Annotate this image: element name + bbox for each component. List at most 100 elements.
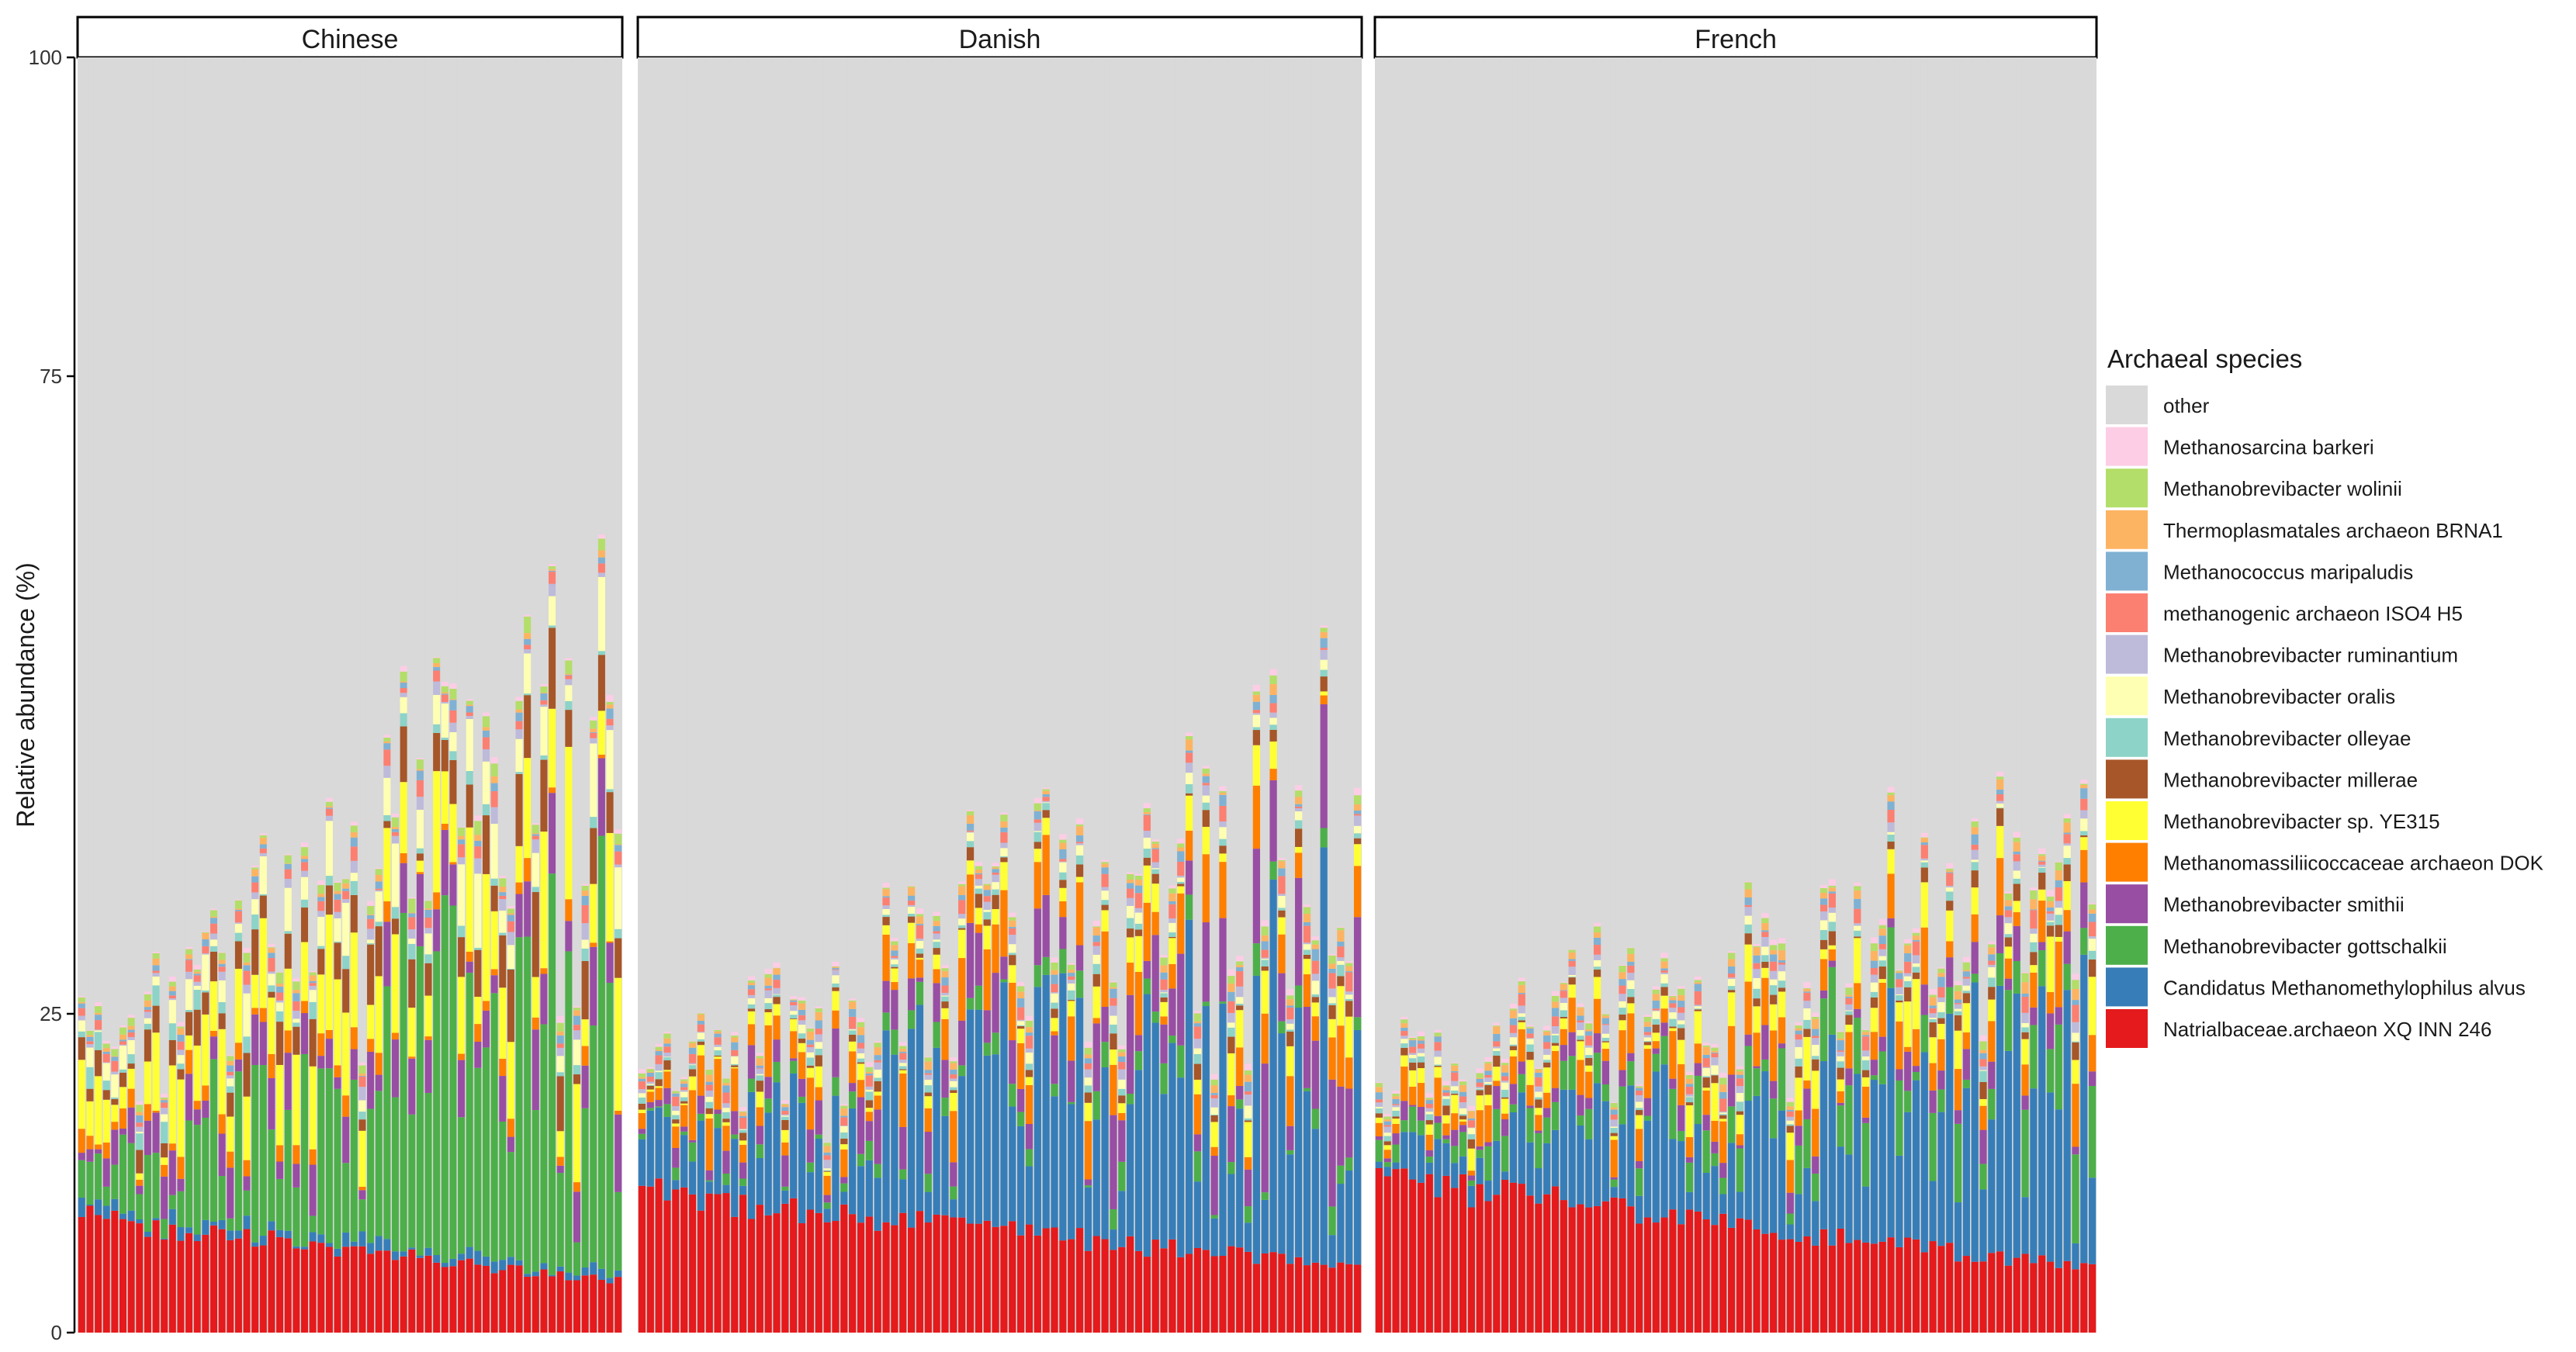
bar-segment-natrialbaceae-archaeon-xq-inn-246 (358, 1246, 366, 1333)
sample-bar (1303, 57, 1311, 1333)
bar-segment-thermoplasmatales-archaeon-brna1 (1075, 826, 1084, 835)
bar-segment-methanobrevibacter-millerae (1920, 867, 1928, 883)
bar-segment-methanobrevibacter-millerae (549, 628, 556, 709)
bar-segment-methanobrevibacter-smithii (317, 1056, 325, 1069)
bar-segment-methanobrevibacter-olleyae (358, 1112, 366, 1120)
bar-segment-methanobrevibacter-sp-ye315 (933, 954, 940, 970)
bar-segment-methanogenic-archaeon-iso4-h5 (924, 1073, 932, 1075)
bar-segment-candidatus-methanomethylophilus-alvus (933, 1047, 940, 1215)
bar-segment-methanosarcina-barkeri (1042, 787, 1050, 790)
bar-segment-natrialbaceae-archaeon-xq-inn-246 (185, 1233, 193, 1333)
sample-bar (1193, 57, 1202, 1333)
bar-segment-methanobrevibacter-olleyae (1484, 1084, 1492, 1086)
sample-bar (1845, 57, 1853, 1333)
bar-segment-methanobrevibacter-millerae (1303, 954, 1311, 960)
bar-segment-methanobrevibacter-olleyae (2063, 858, 2071, 865)
bar-segment-methanobrevibacter-millerae (1337, 976, 1345, 987)
bar-segment-methanomassiliicoccaceae-archaeon-dok (408, 1056, 416, 1059)
bar-segment-methanomassiliicoccaceae-archaeon-dok (1451, 1113, 1459, 1130)
bar-segment-methanogenic-archaeon-iso4-h5 (1118, 1062, 1126, 1070)
bar-segment-methanobrevibacter-smithii (2072, 1146, 2079, 1155)
bar-segment-methanobrevibacter-sp-ye315 (193, 1045, 201, 1101)
bar-segment-methanosarcina-barkeri (672, 1090, 680, 1091)
bar-segment-candidatus-methanomethylophilus-alvus (549, 1274, 556, 1277)
bar-segment-methanobrevibacter-wolinii (1143, 808, 1151, 812)
bar-segment-thermoplasmatales-archaeon-brna1 (1526, 1028, 1534, 1029)
bar-segment-methanosarcina-barkeri (1736, 1066, 1744, 1070)
bar-segment-methanobrevibacter-sp-ye315 (136, 1173, 144, 1180)
bar-segment-other (722, 57, 730, 1333)
bar-segment-thermoplasmatales-archaeon-brna1 (531, 833, 539, 835)
sample-bar (1509, 57, 1518, 1333)
bar-segment-methanobrevibacter-olleyae (874, 1077, 881, 1081)
sample-bar (1392, 57, 1400, 1333)
sample-bar (1526, 57, 1534, 1333)
bar-segment-methanobrevibacter-millerae (531, 892, 539, 977)
bar-segment-methanobrevibacter-smithii (1954, 1110, 1962, 1124)
bar-segment-thermoplasmatales-archaeon-brna1 (507, 913, 514, 915)
bar-segment-methanobrevibacter-sp-ye315 (1560, 1018, 1567, 1029)
bar-segment-methanogenic-archaeon-iso4-h5 (1484, 1074, 1492, 1078)
bar-segment-methanosarcina-barkeri (882, 883, 890, 888)
bar-segment-methanobrevibacter-ruminantium (832, 970, 840, 976)
bar-segment-methanobrevibacter-smithii (1819, 990, 1828, 999)
bar-segment-methanobrevibacter-oralis (1068, 983, 1075, 991)
bar-segment-methanococcus-maripaludis (874, 1055, 881, 1060)
bar-segment-methanomassiliicoccaceae-archaeon-dok (1845, 1032, 1853, 1069)
bar-segment-thermoplasmatales-archaeon-brna1 (865, 1071, 873, 1074)
bar-segment-candidatus-methanomethylophilus-alvus (152, 1218, 160, 1221)
bar-segment-other (714, 57, 722, 1333)
sample-bar (790, 57, 798, 1333)
bar-segment-methanobrevibacter-ruminantium (2013, 861, 2020, 871)
bar-segment-other (1134, 57, 1143, 1333)
bar-segment-methanobrevibacter-ruminantium (798, 1020, 806, 1025)
bar-segment-thermoplasmatales-archaeon-brna1 (177, 1028, 185, 1036)
bar-segment-methanomassiliicoccaceae-archaeon-dok (1160, 1016, 1168, 1025)
sample-bar (958, 57, 966, 1333)
bar-segment-methanobrevibacter-wolinii (168, 981, 176, 987)
bar-segment-methanococcus-maripaludis (449, 700, 457, 711)
bar-segment-methanobrevibacter-oralis (1143, 837, 1151, 849)
bar-segment-methanobrevibacter-smithii (1409, 1105, 1417, 1107)
bar-segment-methanobrevibacter-millerae (697, 1041, 705, 1046)
bar-segment-other (531, 57, 539, 1333)
bar-segment-methanobrevibacter-sp-ye315 (161, 1157, 168, 1165)
bar-segment-methanogenic-archaeon-iso4-h5 (1383, 1125, 1391, 1127)
bar-segment-natrialbaceae-archaeon-xq-inn-246 (891, 1225, 898, 1333)
bar-segment-methanomassiliicoccaceae-archaeon-dok (1601, 1049, 1609, 1061)
bar-segment-methanobrevibacter-sp-ye315 (383, 828, 391, 902)
bar-segment-methanomassiliicoccaceae-archaeon-dok (573, 1182, 581, 1192)
bar-segment-methanogenic-archaeon-iso4-h5 (325, 808, 333, 816)
bar-segment-thermoplasmatales-archaeon-brna1 (714, 1031, 722, 1034)
bar-segment-methanobrevibacter-oralis (1016, 1021, 1025, 1025)
bar-segment-methanobrevibacter-ruminantium (891, 957, 898, 960)
bar-segment-methanobrevibacter-sp-ye315 (941, 1008, 949, 1019)
bar-segment-methanosarcina-barkeri (1068, 963, 1075, 965)
bar-segment-methanogenic-archaeon-iso4-h5 (815, 1029, 822, 1035)
bar-segment-methanomassiliicoccaceae-archaeon-dok (168, 1143, 176, 1151)
bar-segment-candidatus-methanomethylophilus-alvus (1828, 1034, 1836, 1246)
bar-segment-methanobrevibacter-smithii (2055, 1007, 2062, 1025)
bar-segment-methanomassiliicoccaceae-archaeon-dok (276, 1145, 284, 1162)
bar-segment-methanobrevibacter-gottschalkii (433, 951, 441, 1256)
bar-segment-other (1685, 57, 1694, 1333)
bar-segment-thermoplasmatales-archaeon-brna1 (1636, 1087, 1643, 1088)
bar-segment-thermoplasmatales-archaeon-brna1 (1669, 997, 1677, 1001)
bar-segment-thermoplasmatales-archaeon-brna1 (234, 908, 242, 910)
bar-segment-methanomassiliicoccaceae-archaeon-dok (1185, 830, 1193, 861)
bar-segment-methanosarcina-barkeri (781, 1100, 789, 1105)
bar-segment-methanomassiliicoccaceae-archaeon-dok (1694, 1043, 1702, 1063)
bar-segment-methanogenic-archaeon-iso4-h5 (1862, 1036, 1870, 1051)
bar-segment-methanococcus-maripaludis (1526, 1028, 1534, 1034)
bar-segment-natrialbaceae-archaeon-xq-inn-246 (655, 1178, 663, 1333)
bar-segment-methanobrevibacter-ruminantium (1345, 991, 1353, 995)
bar-segment-methanogenic-archaeon-iso4-h5 (1151, 849, 1159, 863)
bar-segment-methanobrevibacter-ruminantium (1084, 1069, 1092, 1078)
bar-segment-methanobrevibacter-ruminantium (1920, 858, 1928, 861)
bar-segment-candidatus-methanomethylophilus-alvus (1711, 1166, 1719, 1226)
bar-segment-methanosarcina-barkeri (1912, 928, 1920, 933)
bar-segment-candidatus-methanomethylophilus-alvus (773, 1082, 781, 1214)
bar-segment-methanobrevibacter-olleyae (1227, 1027, 1235, 1037)
bar-segment-other (556, 57, 564, 1333)
bar-segment-methanobrevibacter-gottschalkii (1920, 1015, 1928, 1053)
